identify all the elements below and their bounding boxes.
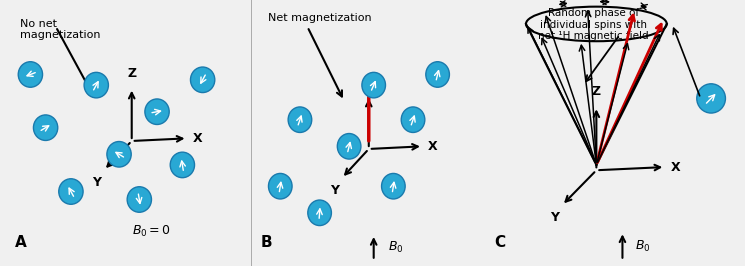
Text: C: C xyxy=(495,235,506,250)
Circle shape xyxy=(145,99,169,124)
Text: Y: Y xyxy=(330,184,339,197)
Text: Z: Z xyxy=(127,67,136,80)
Circle shape xyxy=(308,200,332,226)
Text: Y: Y xyxy=(92,176,101,189)
Text: $B_0$: $B_0$ xyxy=(388,240,404,255)
Circle shape xyxy=(59,179,83,204)
Text: X: X xyxy=(670,161,680,173)
Text: A: A xyxy=(15,235,27,250)
Circle shape xyxy=(107,142,131,167)
Circle shape xyxy=(18,62,42,87)
Circle shape xyxy=(127,187,151,212)
Text: $B_0$: $B_0$ xyxy=(635,239,651,253)
Circle shape xyxy=(402,107,425,132)
Text: No net
magnetization: No net magnetization xyxy=(20,19,101,40)
Text: Z: Z xyxy=(592,85,601,98)
Text: Z: Z xyxy=(364,75,373,88)
Circle shape xyxy=(362,72,385,98)
Circle shape xyxy=(337,134,361,159)
Text: Random phase of
individual spins with
net ¹H magnetic field: Random phase of individual spins with ne… xyxy=(539,8,649,41)
Text: Y: Y xyxy=(550,211,559,224)
Text: X: X xyxy=(428,140,437,153)
Text: B: B xyxy=(261,235,272,250)
Circle shape xyxy=(426,62,449,87)
Text: X: X xyxy=(192,132,202,145)
Circle shape xyxy=(288,107,311,132)
Circle shape xyxy=(84,72,109,98)
Circle shape xyxy=(268,173,292,199)
Circle shape xyxy=(381,173,405,199)
Text: Net magnetization: Net magnetization xyxy=(267,13,372,23)
Circle shape xyxy=(34,115,58,140)
Circle shape xyxy=(697,84,726,113)
Text: $B_0 = 0$: $B_0 = 0$ xyxy=(133,224,171,239)
Circle shape xyxy=(170,152,194,178)
Circle shape xyxy=(191,67,215,93)
